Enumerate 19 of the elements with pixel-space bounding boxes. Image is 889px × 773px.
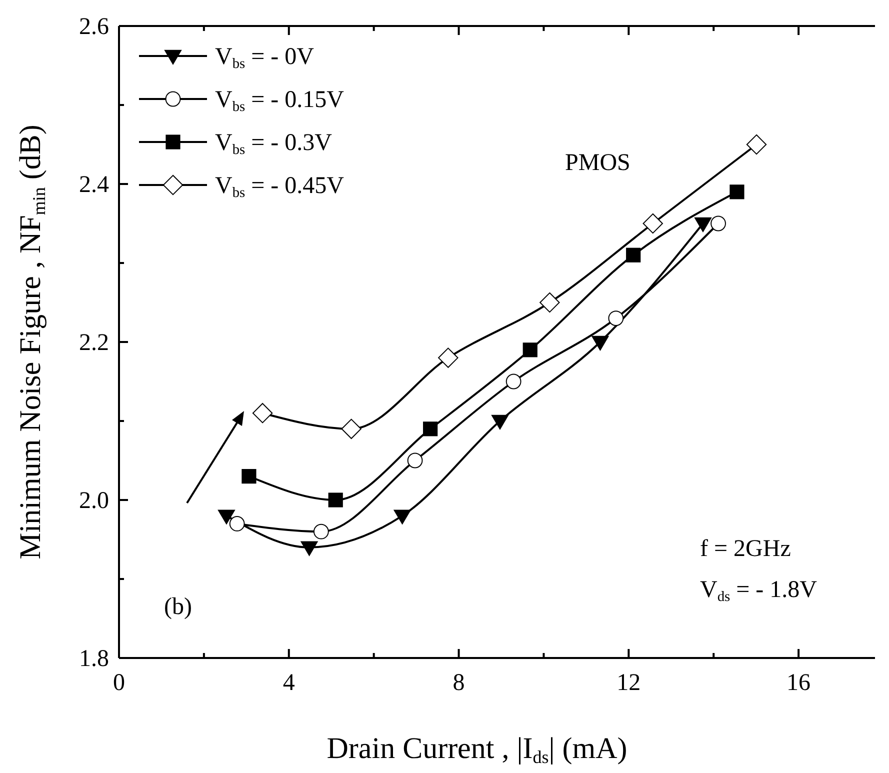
legend-label: V$_{bs}$ = - 0V [215,44,315,72]
y-tick-label: 2.0 [79,488,109,514]
x-tick-label: 4 [282,670,295,696]
x-tick-label: 0 [113,670,125,696]
x-tick-label: 12 [616,670,641,696]
x-tick-label: 8 [452,670,465,696]
legend-label: V$_{bs}$ = - 0.15V [215,87,345,116]
annotation: PMOS [565,150,630,176]
annotation: V$_{ds}$ = - 1.8V [700,577,818,606]
y-tick-label: 2.2 [79,330,109,356]
legend-label: V$_{bs}$ = - 0.45V [215,173,345,202]
y-tick-label: 1.8 [79,646,109,672]
annotation: f = 2GHz [700,536,791,562]
x-axis-title: Drain Current , |I$_{ds}$| (mA) [326,732,628,768]
annotation: (b) [164,594,192,620]
y-tick-label: 2.6 [79,14,109,40]
legend-label: V$_{bs}$ = - 0.3V [215,130,333,158]
y-tick-label: 2.4 [79,172,109,198]
x-tick-label: 16 [786,670,811,696]
